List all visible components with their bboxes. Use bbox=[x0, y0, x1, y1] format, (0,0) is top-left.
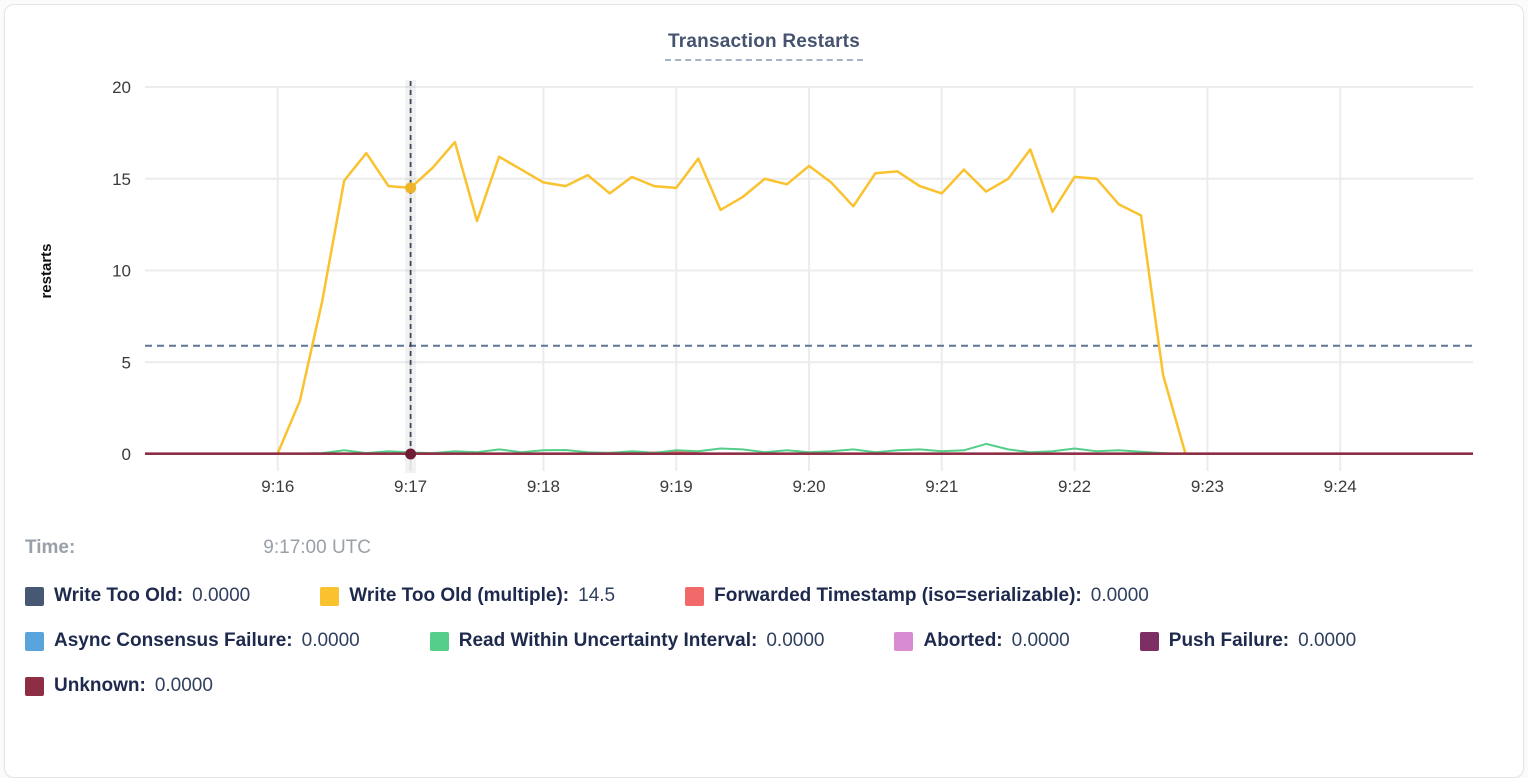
y-tick-label: 0 bbox=[122, 445, 131, 464]
legend-value: 0.0000 bbox=[1090, 585, 1149, 606]
legend-item-push_failure: Push Failure: 0.0000 bbox=[1139, 630, 1357, 652]
legend-label: Write Too Old: bbox=[54, 585, 184, 606]
legend-value: 0.0000 bbox=[1298, 630, 1357, 651]
legend-item-aborted: Aborted: 0.0000 bbox=[894, 630, 1070, 652]
legend-swatch-write_too_old_multiple bbox=[320, 586, 340, 606]
time-label: Time: bbox=[25, 537, 76, 558]
legend-row: Async Consensus Failure: 0.0000 Read Withi… bbox=[25, 630, 1503, 652]
crosshair-band bbox=[405, 80, 417, 473]
legend-value: 0.0000 bbox=[192, 585, 251, 606]
legend-swatch-unknown bbox=[25, 676, 44, 696]
legend-value: 0.0000 bbox=[301, 630, 360, 651]
x-tick-label: 9:18 bbox=[527, 477, 560, 496]
legend: Write Too Old: 0.0000 Write Too Old (multi… bbox=[25, 585, 1503, 697]
legend-label: Write Too Old (multiple): bbox=[349, 585, 570, 606]
legend-swatch-write_too_old bbox=[25, 586, 44, 606]
series-line-write_too_old_multiple bbox=[276, 140, 1187, 454]
legend-label: Async Consensus Failure: bbox=[54, 630, 293, 651]
x-tick-label: 9:21 bbox=[925, 477, 958, 496]
x-tick-label: 9:16 bbox=[261, 477, 294, 496]
transaction-restarts-chart[interactable]: 0 5 10 15 20 9:16 9:17 9:18 9:19 9:20 9:21 9:22 9:23… bbox=[5, 5, 1528, 525]
legend-label: Read Within Uncertainty Interval: bbox=[458, 630, 758, 651]
legend-swatch-aborted bbox=[894, 631, 914, 651]
legend-swatch-forwarded_timestamp bbox=[685, 586, 705, 606]
x-tick-label: 9:19 bbox=[660, 477, 693, 496]
chart-title-wrap: Transaction Restarts bbox=[5, 31, 1523, 61]
y-tick-label: 15 bbox=[112, 170, 131, 189]
legend-row: Write Too Old: 0.0000 Write Too Old (multi… bbox=[25, 585, 1503, 607]
legend-label: Unknown: bbox=[54, 675, 146, 696]
y-tick-label: 10 bbox=[112, 262, 131, 281]
legend-item-write_too_old_multiple: Write Too Old (multiple): 14.5 bbox=[320, 585, 615, 607]
legend-swatch-async_consensus_failure bbox=[25, 631, 44, 651]
legend-value: 0.0000 bbox=[1011, 630, 1070, 651]
y-tick-label: 20 bbox=[112, 78, 131, 97]
legend-label: Push Failure: bbox=[1168, 630, 1290, 651]
legend-label: Aborted: bbox=[923, 630, 1003, 651]
chart-title[interactable]: Transaction Restarts bbox=[665, 31, 863, 61]
x-tick-label: 9:20 bbox=[792, 477, 825, 496]
chart-card: Transaction Restarts 0 5 10 15 20 9:16 9:17 9:1… bbox=[4, 4, 1524, 778]
legend-label: Forwarded Timestamp (iso=serializable): bbox=[714, 585, 1082, 606]
legend-value: 0.0000 bbox=[766, 630, 825, 651]
legend-row: Unknown: 0.0000 bbox=[25, 675, 1503, 697]
y-axis-label: restarts bbox=[38, 243, 55, 298]
legend-item-unknown: Unknown: 0.0000 bbox=[25, 675, 213, 697]
hover-dot-unknown bbox=[405, 448, 417, 460]
x-tick-label: 9:22 bbox=[1058, 477, 1091, 496]
legend-value: 0.0000 bbox=[154, 675, 213, 696]
x-tick-label: 9:24 bbox=[1324, 477, 1357, 496]
legend-swatch-push_failure bbox=[1139, 631, 1159, 651]
x-tick-label: 9:17 bbox=[394, 477, 427, 496]
x-tick-label: 9:23 bbox=[1191, 477, 1224, 496]
chart-readout: Time: 9:17:00 UTC Write Too Old: 0.0000 Wr… bbox=[25, 537, 1503, 720]
hover-dot-write_too_old_multiple bbox=[405, 182, 417, 194]
y-tick-label: 5 bbox=[122, 353, 131, 372]
time-value: 9:17:00 UTC bbox=[263, 537, 372, 558]
hover-time-row: Time: 9:17:00 UTC bbox=[25, 537, 1503, 559]
legend-item-async_consensus_failure: Async Consensus Failure: 0.0000 bbox=[25, 630, 360, 652]
legend-item-write_too_old: Write Too Old: 0.0000 bbox=[25, 585, 250, 607]
legend-item-read_within_uncertainty: Read Within Uncertainty Interval: 0.0000 bbox=[429, 630, 825, 652]
legend-item-forwarded_timestamp: Forwarded Timestamp (iso=serializable): 0… bbox=[685, 585, 1149, 607]
legend-value: 14.5 bbox=[578, 585, 616, 606]
legend-swatch-read_within_uncertainty bbox=[429, 631, 449, 651]
